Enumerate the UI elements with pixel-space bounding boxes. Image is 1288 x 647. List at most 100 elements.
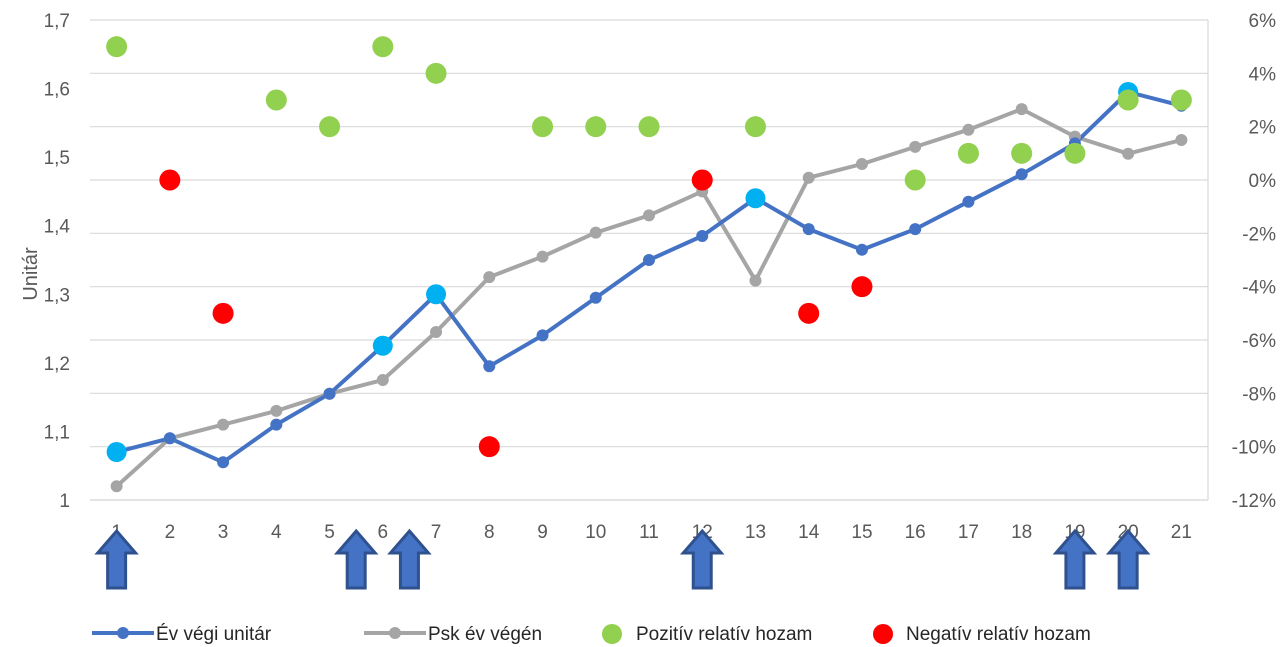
positive-return-point-11 [638, 116, 660, 138]
psk-point-16 [909, 140, 922, 153]
y2-axis-ticks: -12% -10% -8% -6% -4% -2% 0% 2% 4% 6% [1232, 11, 1276, 512]
legend-psk-label: Psk év végén [428, 624, 542, 645]
unitar-point-8 [483, 360, 496, 373]
negative-return-point-12 [691, 169, 713, 191]
negative-return-point-8 [478, 436, 500, 458]
arrow-marker-6 [1105, 528, 1151, 590]
arrow-marker-2 [333, 528, 379, 590]
unitar-point-12 [696, 230, 709, 242]
positive-return-point-6 [372, 36, 394, 58]
x-tick-label: 11 [639, 522, 659, 543]
x-tick-label: 9 [537, 522, 548, 543]
y-tick-label: 1,6 [44, 80, 70, 101]
negative-return-point-2 [159, 169, 181, 191]
y2-tick-label: -4% [1242, 278, 1276, 299]
x-axis-ticks: 123456789101112131415161718192021 [111, 522, 1192, 543]
psk-point-21 [1175, 134, 1188, 146]
psk-point-8 [483, 271, 496, 284]
x-tick-label: 16 [905, 522, 926, 543]
series-points [106, 36, 1192, 493]
positive-return-point-21 [1170, 89, 1192, 111]
positive-return-point-9 [532, 116, 554, 138]
x-tick-label: 8 [484, 522, 495, 543]
unitar-point-1 [106, 442, 127, 462]
y2-tick-label: -12% [1232, 491, 1276, 512]
unitar-point-16 [909, 223, 922, 236]
x-tick-label: 10 [585, 522, 606, 543]
psk-point-15 [855, 158, 868, 170]
positive-return-point-4 [265, 89, 287, 111]
legend-positive-marker [602, 624, 622, 644]
x-tick-label: 14 [798, 522, 820, 543]
y2-tick-label: 6% [1249, 11, 1277, 32]
legend-item-positive: Pozitív relatív hozam [602, 624, 812, 645]
x-tick-label: 17 [958, 522, 979, 543]
y-tick-label: 1,4 [44, 217, 71, 238]
legend-psk-marker [389, 627, 401, 639]
x-tick-label: 5 [324, 522, 335, 543]
psk-point-18 [1015, 103, 1028, 116]
arrow-marker-1 [94, 528, 139, 590]
unitar-point-13 [745, 188, 766, 209]
legend-unitar-label: Év végi unitár [156, 624, 272, 645]
legend-positive-label: Pozitív relatív hozam [636, 624, 812, 645]
y-tick-label: 1,5 [44, 148, 70, 169]
x-tick-label: 18 [1011, 522, 1032, 543]
psk-point-3 [217, 418, 230, 431]
x-tick-label: 2 [165, 522, 176, 543]
y-tick-label: 1,1 [44, 422, 70, 443]
y2-tick-label: 4% [1249, 64, 1277, 85]
y-axis-title: Unitár [20, 247, 42, 301]
unitar-point-18 [1015, 168, 1028, 181]
y2-tick-label: -10% [1232, 438, 1276, 459]
x-tick-label: 15 [851, 522, 872, 543]
psk-point-20 [1122, 147, 1135, 160]
unitar-point-9 [536, 329, 549, 342]
axes [90, 20, 1209, 501]
unitar-point-10 [589, 291, 602, 304]
unitar-point-2 [163, 432, 176, 445]
x-tick-label: 6 [378, 522, 389, 543]
psk-point-9 [536, 250, 549, 263]
y2-tick-label: -6% [1242, 331, 1276, 352]
psk-point-6 [376, 374, 389, 386]
legend-item-psk: Psk év végén [364, 624, 542, 645]
legend-item-unitar: Év végi unitár [92, 624, 272, 645]
legend: Év végi unitár Psk év végén Pozitív rela… [92, 624, 1091, 645]
psk-point-11 [643, 209, 655, 222]
y-tick-label: 1,3 [44, 285, 70, 306]
x-tick-label: 3 [218, 522, 229, 543]
gridlines [90, 19, 1208, 501]
unitar-point-11 [643, 254, 655, 266]
y-axis-ticks: 1 1,1 1,2 1,3 1,4 1,5 1,6 1,7 [44, 11, 71, 512]
psk-point-14 [802, 171, 815, 184]
negative-return-point-3 [212, 302, 234, 324]
unitar-point-3 [217, 456, 230, 469]
y-tick-label: 1,7 [44, 11, 70, 32]
x-tick-label: 4 [271, 522, 282, 543]
psk-point-13 [749, 274, 762, 287]
unitar-point-5 [323, 387, 336, 400]
arrow-marker-3 [387, 528, 432, 590]
unitar-point-14 [802, 223, 815, 236]
negative-return-point-15 [851, 276, 873, 298]
x-tick-label: 13 [745, 522, 766, 543]
psk-point-4 [270, 404, 283, 417]
positive-return-point-10 [585, 116, 607, 138]
positive-return-point-18 [1011, 142, 1033, 164]
x-tick-label: 21 [1171, 522, 1192, 543]
positive-return-point-19 [1064, 142, 1086, 164]
positive-return-point-5 [319, 116, 341, 138]
unitar-point-7 [426, 284, 447, 305]
psk-point-1 [110, 480, 123, 493]
arrow-markers [94, 528, 1151, 590]
arrow-marker-4 [679, 528, 725, 590]
psk-point-10 [589, 226, 602, 239]
legend-negative-marker [873, 624, 893, 644]
x-tick-label: 7 [431, 522, 442, 543]
y2-tick-label: 2% [1249, 118, 1277, 139]
unitar-point-15 [855, 243, 868, 256]
y2-tick-label: 0% [1249, 171, 1277, 192]
y2-tick-label: -8% [1242, 384, 1276, 405]
